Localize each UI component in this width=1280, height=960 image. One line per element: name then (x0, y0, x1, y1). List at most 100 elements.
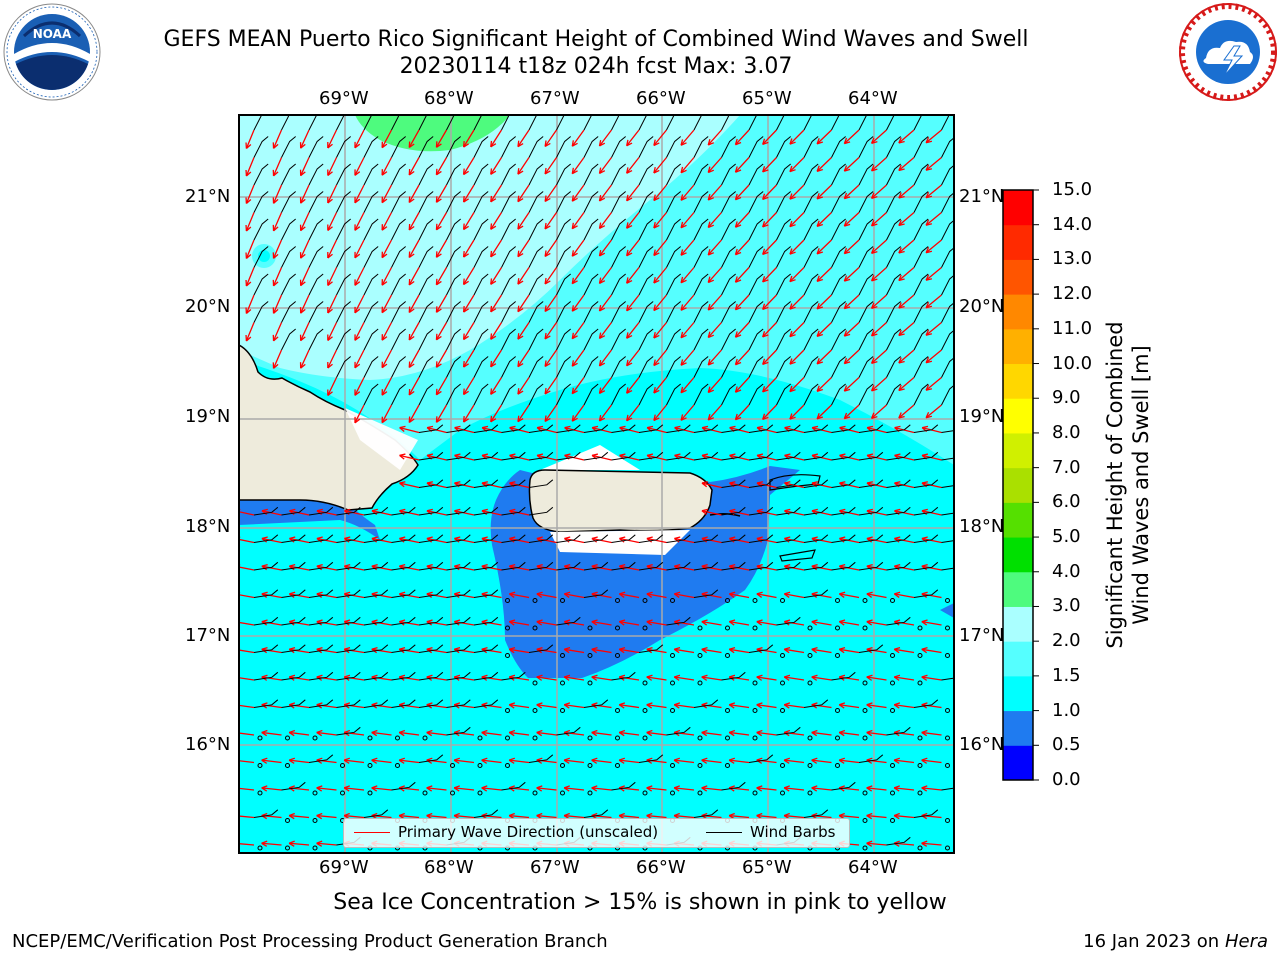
wave-arrow-head (598, 222, 606, 230)
wind-barb-calm (312, 818, 318, 823)
legend-wave-label: Primary Wave Direction (unscaled) (398, 823, 659, 841)
wind-barb (583, 356, 599, 378)
wave-arrow (619, 620, 640, 626)
wave-arrow-head (789, 358, 796, 365)
wave-arrow-head (866, 785, 873, 792)
wave-arrow (925, 239, 942, 254)
wave-arrow (481, 676, 502, 681)
wind-barb (556, 726, 581, 736)
wave-arrow-head (381, 141, 388, 149)
colorbar-segment (1003, 641, 1033, 677)
wave-arrow-head (426, 785, 433, 792)
wind-barb (776, 328, 791, 351)
wind-barb (638, 191, 654, 213)
wind-barb (886, 616, 911, 626)
wave-arrow-head (453, 729, 461, 737)
wind-barb-calm (642, 790, 648, 796)
wave-arrow (354, 404, 365, 424)
wave-arrow-head (653, 414, 660, 422)
wave-arrow (734, 267, 750, 283)
wave-arrow (544, 129, 558, 147)
wave-arrow (490, 157, 503, 175)
wave-arrow-head (898, 192, 905, 199)
wave-arrow-head (789, 138, 796, 145)
wave-arrow-head (517, 223, 524, 230)
wind-barb-calm (725, 763, 730, 768)
wind-barb (666, 136, 681, 158)
wave-arrow (316, 537, 337, 544)
wind-barb (281, 301, 296, 323)
wave-arrow (509, 704, 530, 709)
wave-arrow-head (327, 279, 333, 287)
wind-barb (446, 506, 471, 516)
colorbar-segment (1003, 467, 1033, 503)
wave-arrow (894, 648, 915, 654)
wind-barb (528, 115, 538, 131)
wave-arrow-head (435, 388, 442, 396)
wave-arrow-head (591, 536, 598, 543)
wind-barb-calm (780, 790, 785, 796)
wind-barb (638, 356, 654, 378)
wave-arrow (789, 294, 805, 310)
wave-arrow-head (816, 248, 824, 255)
wave-arrow (536, 731, 557, 736)
wave-arrow-head (435, 278, 442, 286)
wind-barb-calm (587, 653, 593, 658)
footer-host: Hera (1224, 931, 1268, 952)
wave-arrow-head (261, 757, 268, 764)
wind-barb (583, 699, 609, 708)
wave-arrow (784, 620, 805, 626)
wave-arrow (811, 565, 832, 571)
wave-arrow (619, 648, 640, 654)
wind-barb (583, 589, 609, 598)
wind-barb (913, 163, 929, 186)
wind-barb-calm (312, 735, 318, 741)
wind-barb (308, 163, 324, 186)
wind-barb (363, 616, 389, 626)
wave-arrow-head (843, 192, 851, 200)
wind-barb (556, 561, 581, 571)
wave-arrow-head (261, 840, 268, 847)
wave-arrow (843, 349, 860, 365)
wind-barb (858, 754, 884, 763)
wave-arrow-head (921, 508, 928, 515)
wind-barb-calm (780, 680, 785, 686)
wave-arrow-head (598, 332, 606, 340)
wave-arrow-head (426, 508, 433, 515)
wave-arrow-head (898, 357, 905, 364)
wave-arrow (354, 322, 365, 341)
wave-arrow-head (893, 674, 901, 681)
wave-arrow (344, 787, 365, 791)
wave-arrow (674, 565, 695, 571)
wave-arrow-head (680, 414, 687, 421)
wave-arrow-head (454, 536, 461, 543)
wind-barb (363, 328, 379, 351)
wind-barb (418, 301, 434, 323)
wave-arrow (894, 565, 915, 571)
wind-barb (501, 301, 516, 323)
wave-arrow-head (490, 223, 497, 230)
colorbar-tick-label: 8.0 (1052, 421, 1081, 443)
wave-arrow (463, 404, 475, 423)
wave-arrow (591, 593, 612, 599)
wave-arrow-head (571, 195, 578, 202)
wind-barb (418, 356, 434, 378)
footer-credit: NCEP/EMC/Verification Post Processing Pr… (12, 931, 608, 952)
wave-arrow (816, 349, 832, 365)
wave-arrow-head (399, 508, 406, 515)
wind-barb (858, 383, 874, 406)
wave-arrow (261, 842, 282, 846)
wave-arrow (762, 184, 777, 200)
wave-arrow (734, 322, 750, 338)
wave-arrow (261, 704, 282, 709)
wave-arrow (925, 294, 942, 309)
wave-arrow-head (653, 194, 660, 202)
wave-arrow (871, 377, 887, 392)
wave-arrow (371, 648, 392, 654)
wave-arrow-head (619, 536, 626, 543)
wave-arrow-head (316, 729, 323, 737)
wave-arrow-head (462, 416, 469, 423)
wind-barb (391, 589, 416, 598)
wind-barb (363, 699, 389, 708)
